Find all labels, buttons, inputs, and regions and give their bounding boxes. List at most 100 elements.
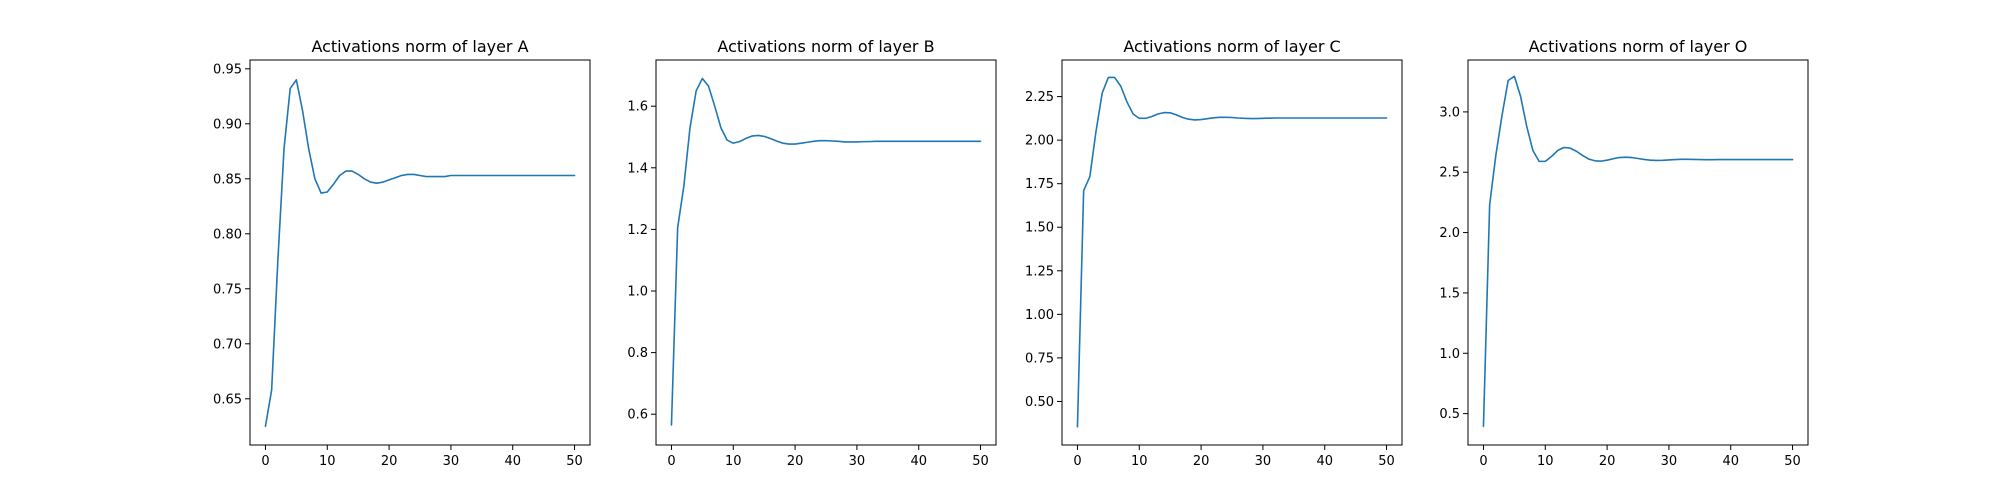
data-point [670,424,672,426]
data-point [874,140,876,142]
data-point [887,140,889,142]
plot-area-frame [1467,59,1809,446]
data-point [949,140,951,142]
data-point [1169,112,1171,114]
data-point [708,85,710,87]
y-tick-label: 0.75 [213,282,242,297]
data-point [942,140,944,142]
data-point [1219,116,1221,118]
data-point [382,181,384,183]
data-point [1674,159,1676,161]
data-point [487,175,489,177]
data-point [1767,159,1769,161]
data-point [1194,119,1196,121]
data-point [1250,118,1252,120]
data-point [1649,159,1651,161]
data-point [1107,76,1109,78]
subplot-layer-c: Activations norm of layer C 0 10 20 30 40 50 0… [1025,37,1403,469]
data-point [1612,158,1614,160]
data-point [264,425,266,427]
data-point [1076,426,1078,428]
data-point [1274,117,1276,119]
data-point [1594,160,1596,162]
data-point [745,138,747,140]
data-point [1557,150,1559,152]
x-tick-label: 30 [1255,454,1272,469]
data-point [1262,117,1264,119]
data-point [1120,85,1122,87]
data-point [689,127,691,129]
x-tick-label: 10 [1537,454,1554,469]
data-point [1495,154,1497,156]
data-point [1126,101,1128,103]
data-point [468,175,470,177]
data-point [1367,117,1369,119]
data-point [1243,117,1245,119]
data-point [339,175,341,177]
data-point [1754,159,1756,161]
y-tick-label: 0.70 [213,337,242,352]
data-point [1637,157,1639,159]
data-point [283,148,285,150]
series-line [264,79,576,428]
data-point [388,179,390,181]
plot-area-frame [249,59,591,446]
x-tick-label: 20 [787,454,804,469]
data-point [1761,159,1763,161]
data-point [776,140,778,142]
data-point [462,175,464,177]
data-point [1773,159,1775,161]
data-point [1305,117,1307,119]
y-tick-label: 0.95 [213,62,242,77]
data-point [1163,112,1165,114]
data-point [1318,117,1320,119]
y-tick-label: 2.5 [1439,166,1460,181]
data-point [1668,159,1670,161]
data-point [1680,158,1682,160]
data-point [302,110,304,112]
data-point [1748,159,1750,161]
data-point [1501,115,1503,117]
data-point [295,79,297,81]
data-point [1114,76,1116,78]
data-point [1520,95,1522,97]
y-tick-label: 0.75 [1025,351,1054,366]
data-point [394,177,396,179]
data-point [518,175,520,177]
data-point [1373,117,1375,119]
y-tick-label: 2.25 [1025,90,1054,105]
data-point [1212,117,1214,119]
data-point [1138,117,1140,119]
x-tick-label: 30 [849,454,866,469]
data-point [1699,159,1701,161]
series-line [1482,75,1794,428]
data-point [493,175,495,177]
data-point [763,135,765,137]
data-point [1526,125,1528,127]
data-point [1089,176,1091,178]
data-point [806,141,808,143]
data-point [271,389,273,391]
data-point [726,139,728,141]
data-point [714,105,716,107]
data-point [1588,158,1590,160]
y-tick-label: 0.85 [213,172,242,187]
data-point [918,140,920,142]
data-point [1101,92,1103,94]
data-point [720,127,722,129]
data-point [1299,117,1301,119]
data-point [980,140,982,142]
data-point [363,178,365,180]
data-point [332,183,334,185]
data-point [701,77,703,79]
data-point [1225,116,1227,118]
x-tick-label: 0 [1073,454,1081,469]
data-point [438,176,440,178]
data-point [905,140,907,142]
plot-area-frame [1061,59,1403,446]
data-point [1083,190,1085,192]
data-point [431,176,433,178]
data-point [450,175,452,177]
x-tick-label: 50 [1784,454,1801,469]
